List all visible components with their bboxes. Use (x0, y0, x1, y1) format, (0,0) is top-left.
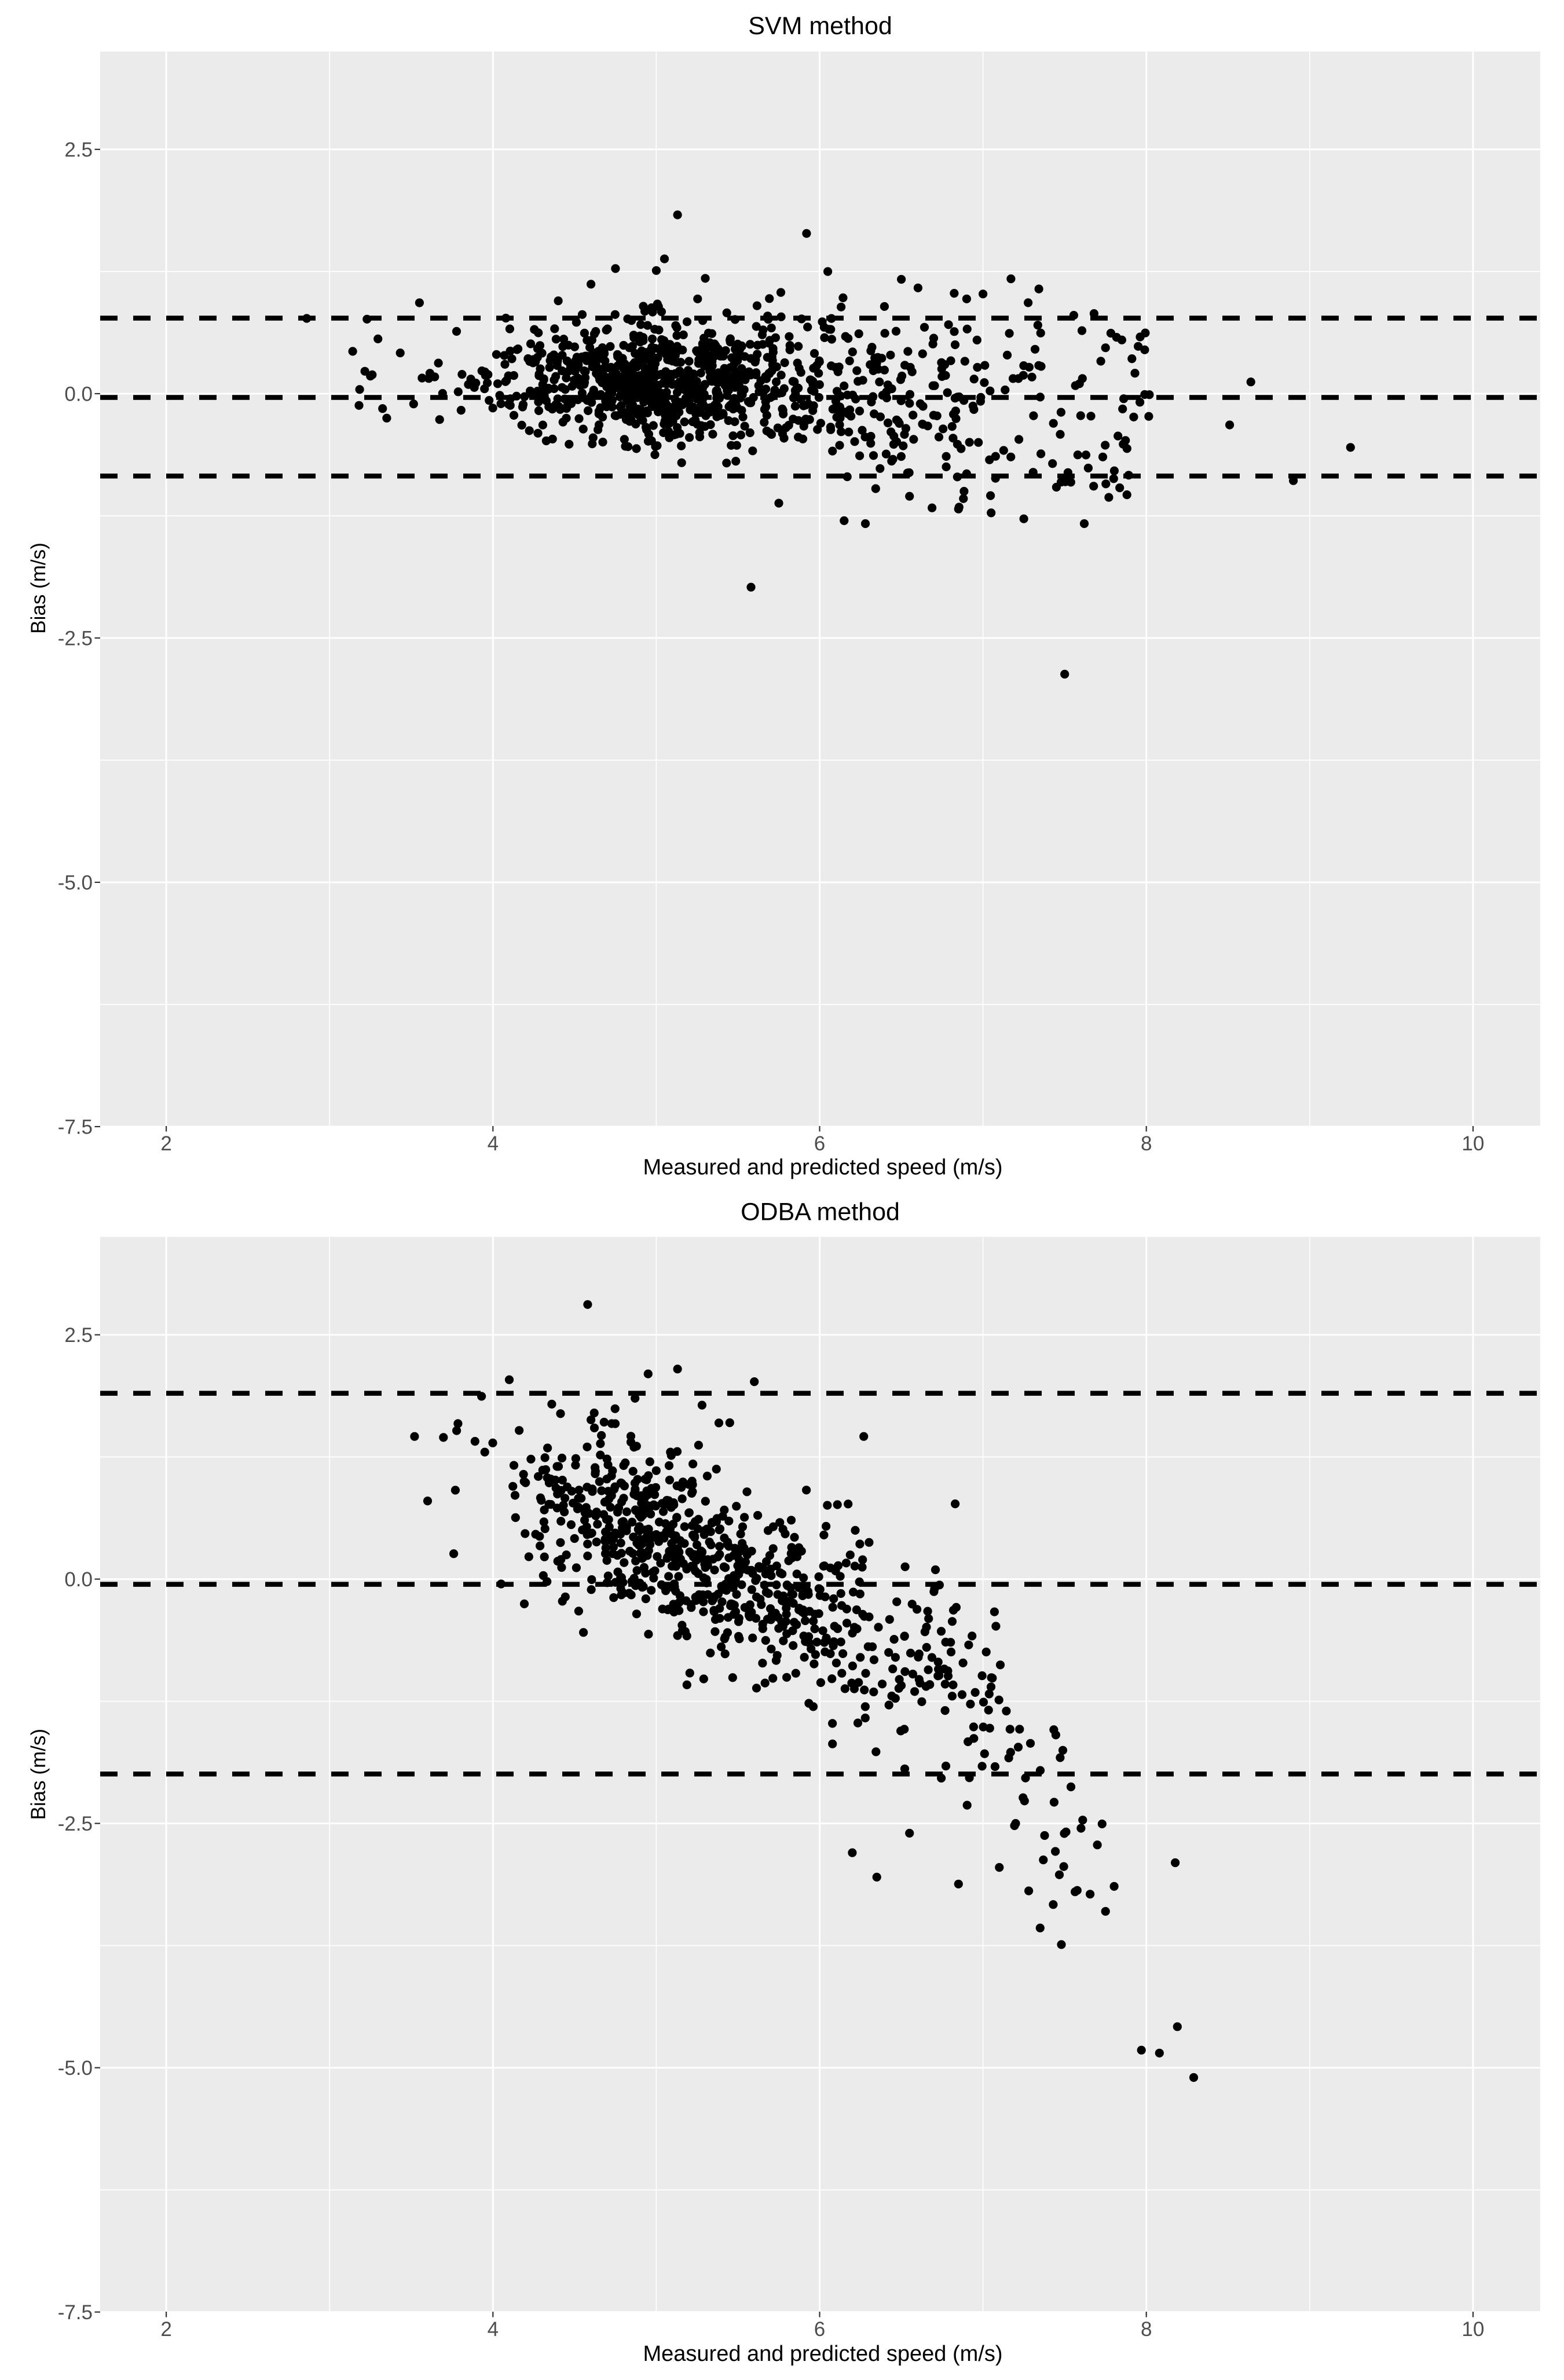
svg-text:2.5: 2.5 (64, 138, 93, 161)
svg-text:Measured and predicted speed (: Measured and predicted speed (m/s) (643, 1156, 1003, 1180)
svg-text:ODBA method: ODBA method (741, 1198, 900, 1226)
svg-text:8: 8 (1141, 1132, 1152, 1155)
svg-text:2.5: 2.5 (64, 1324, 93, 1347)
svg-text:4: 4 (488, 2318, 499, 2341)
svg-text:-2.5: -2.5 (58, 1813, 93, 1835)
svg-text:0.0: 0.0 (64, 383, 93, 405)
svg-text:6: 6 (814, 1132, 825, 1155)
svg-text:8: 8 (1141, 2318, 1152, 2341)
svg-text:6: 6 (814, 2318, 825, 2341)
svg-text:Bias (m/s): Bias (m/s) (27, 1729, 50, 1820)
svg-text:-7.5: -7.5 (58, 1116, 93, 1138)
svg-text:-2.5: -2.5 (58, 627, 93, 650)
svg-text:10: 10 (1462, 2318, 1484, 2341)
svg-text:2: 2 (160, 1132, 171, 1155)
svg-text:Bias (m/s): Bias (m/s) (27, 542, 50, 634)
svg-text:SVM method: SVM method (748, 12, 892, 40)
svg-text:-5.0: -5.0 (58, 2057, 93, 2080)
svg-text:2: 2 (160, 2318, 171, 2341)
svg-text:0.0: 0.0 (64, 1568, 93, 1591)
svg-text:10: 10 (1462, 1132, 1484, 1155)
svg-text:-7.5: -7.5 (58, 2301, 93, 2324)
svg-text:Measured and predicted speed (: Measured and predicted speed (m/s) (643, 2342, 1003, 2366)
svg-text:-5.0: -5.0 (58, 871, 93, 894)
svg-text:4: 4 (488, 1132, 499, 1155)
